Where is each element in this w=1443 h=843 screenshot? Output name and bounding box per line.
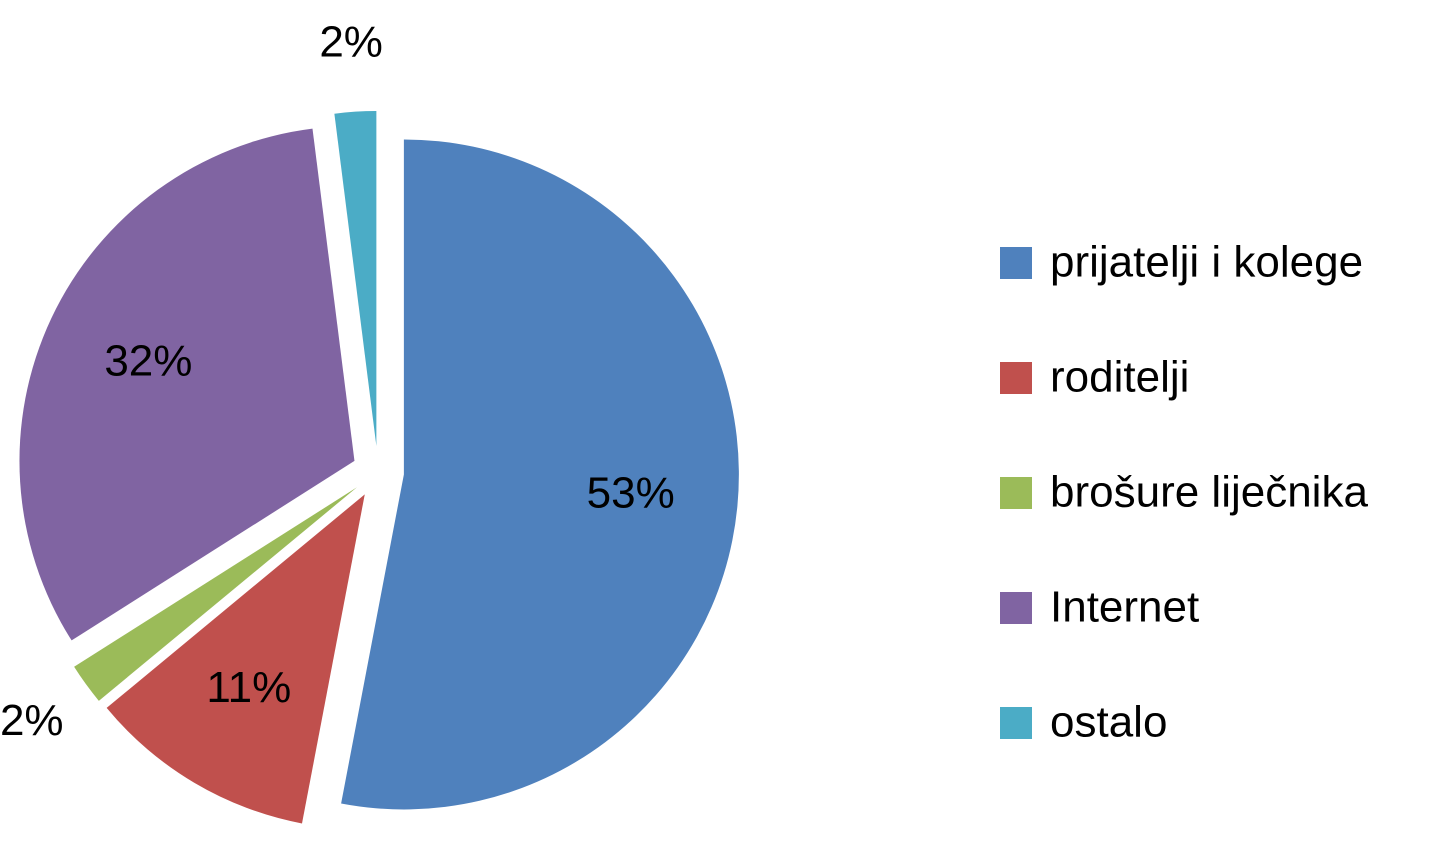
- legend-label: Internet: [1050, 583, 1199, 632]
- legend-swatch: [1000, 592, 1032, 624]
- legend-label: ostalo: [1050, 698, 1167, 747]
- legend-swatch: [1000, 362, 1032, 394]
- legend-swatch: [1000, 707, 1032, 739]
- legend: prijatelji i kolege roditelji brošure lije…: [1000, 238, 1368, 747]
- pie-slice: [19, 128, 355, 641]
- data-label: 53%: [587, 469, 675, 518]
- pie-slice: [341, 139, 739, 810]
- data-label: 32%: [104, 337, 192, 386]
- legend-label: prijatelji i kolege: [1050, 238, 1363, 287]
- pie-slice: [74, 487, 357, 701]
- data-label: 2%: [319, 17, 383, 66]
- legend-swatch: [1000, 477, 1032, 509]
- legend-label: roditelji: [1050, 353, 1189, 402]
- legend-swatch: [1000, 247, 1032, 279]
- legend-label: brošure liječnika: [1050, 468, 1368, 517]
- data-label: 2%: [0, 696, 64, 745]
- pie-slice: [334, 111, 377, 447]
- pie-slice: [106, 494, 365, 824]
- pie: 53% 11% 2% 32% 2%: [0, 17, 739, 824]
- data-label: 11%: [206, 663, 291, 712]
